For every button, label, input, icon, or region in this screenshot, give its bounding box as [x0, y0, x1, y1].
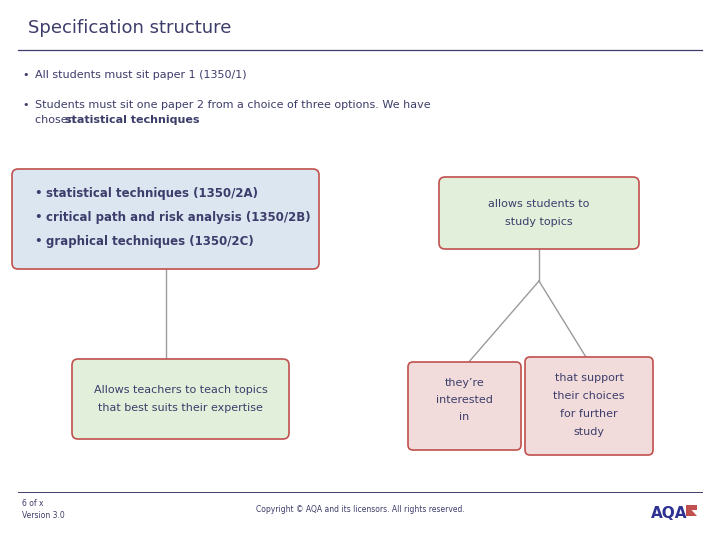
Text: study topics: study topics	[505, 217, 573, 227]
Text: graphical techniques (1350/2C): graphical techniques (1350/2C)	[46, 234, 253, 247]
Text: interested: interested	[436, 395, 493, 405]
Text: •: •	[22, 100, 29, 110]
Text: that best suits their expertise: that best suits their expertise	[98, 403, 263, 413]
FancyBboxPatch shape	[686, 505, 697, 516]
Text: for further: for further	[560, 409, 618, 419]
Text: •: •	[34, 234, 42, 247]
Text: statistical techniques (1350/2A): statistical techniques (1350/2A)	[46, 186, 258, 199]
Text: •: •	[34, 186, 42, 199]
Text: AQA: AQA	[651, 507, 688, 522]
Text: All students must sit paper 1 (1350/1): All students must sit paper 1 (1350/1)	[35, 70, 247, 80]
Polygon shape	[691, 510, 697, 516]
FancyBboxPatch shape	[72, 359, 289, 439]
Text: critical path and risk analysis (1350/2B): critical path and risk analysis (1350/2B…	[46, 211, 310, 224]
FancyBboxPatch shape	[439, 177, 639, 249]
Text: .: .	[148, 115, 152, 125]
Text: •: •	[22, 70, 29, 80]
FancyBboxPatch shape	[525, 357, 653, 455]
Text: allows students to: allows students to	[488, 199, 590, 209]
FancyBboxPatch shape	[12, 169, 319, 269]
Text: 6 of x: 6 of x	[22, 498, 43, 508]
Text: they’re: they’re	[445, 378, 485, 388]
Text: in: in	[459, 412, 469, 422]
Text: that support: that support	[554, 373, 624, 383]
Text: Specification structure: Specification structure	[28, 19, 231, 37]
Text: Copyright © AQA and its licensors. All rights reserved.: Copyright © AQA and its licensors. All r…	[256, 505, 464, 515]
Text: their choices: their choices	[553, 391, 625, 401]
Text: Version 3.0: Version 3.0	[22, 511, 65, 521]
Text: chosen: chosen	[35, 115, 78, 125]
Text: •: •	[34, 211, 42, 224]
Text: Allows teachers to teach topics: Allows teachers to teach topics	[94, 385, 267, 395]
Text: statistical techniques: statistical techniques	[65, 115, 199, 125]
FancyBboxPatch shape	[408, 362, 521, 450]
Text: Students must sit one paper 2 from a choice of three options. We have: Students must sit one paper 2 from a cho…	[35, 100, 431, 110]
Text: study: study	[574, 427, 605, 437]
